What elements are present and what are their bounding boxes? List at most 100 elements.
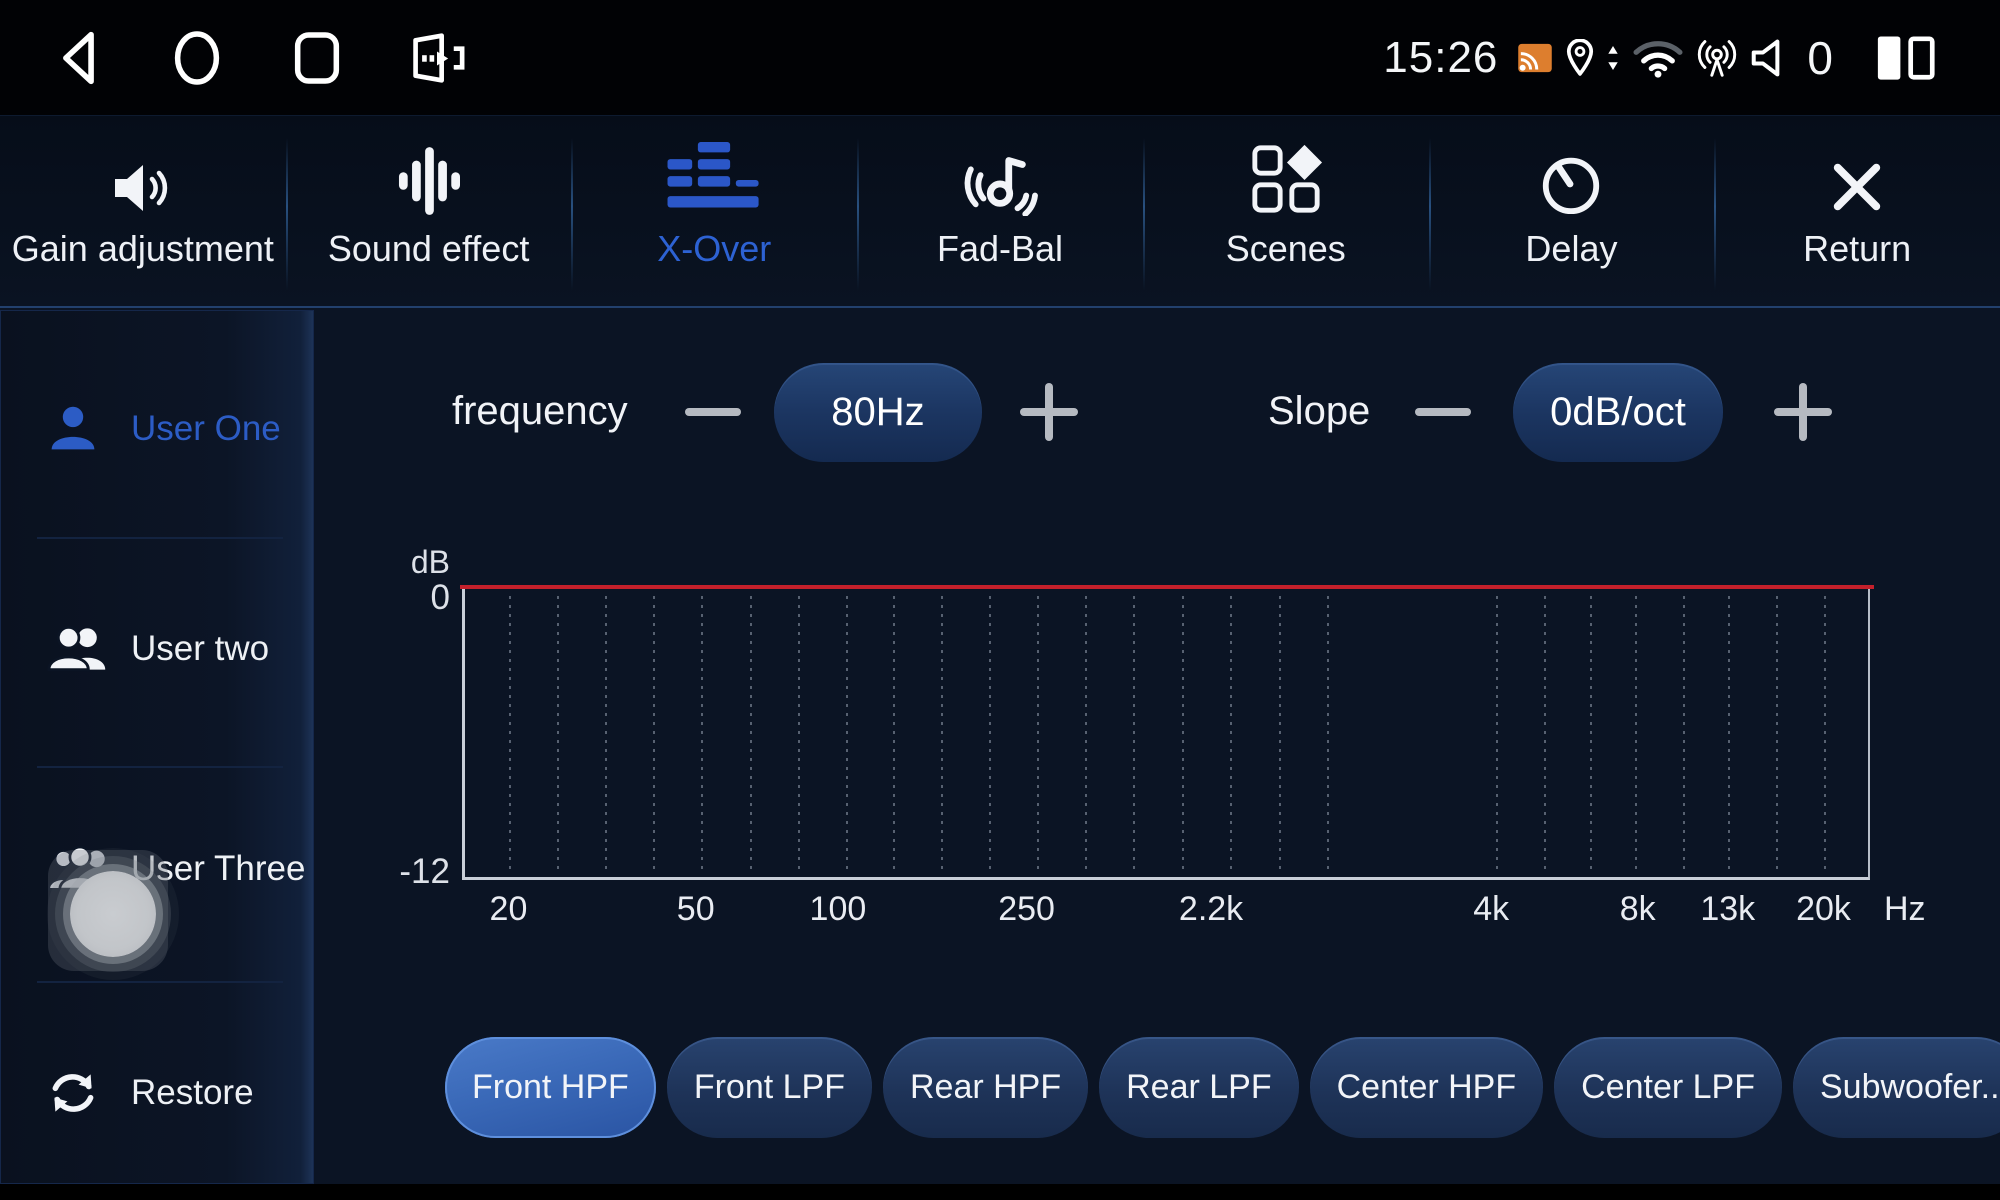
chart-gridline	[509, 596, 512, 872]
sidebar: User One User two User Three Restore	[0, 310, 314, 1184]
frequency-value: 80Hz	[774, 363, 982, 462]
slope-increase-button[interactable]	[1772, 381, 1834, 443]
frequency-label: frequency	[452, 389, 628, 433]
sidebar-divider	[37, 981, 283, 983]
user-single-icon	[47, 404, 99, 454]
chart-gridline	[1635, 596, 1638, 872]
touch-ripple-circle	[70, 871, 156, 957]
fadbal-icon	[961, 142, 1039, 216]
filter-button-row: Front HPF Front LPF Rear HPF Rear LPF Center…	[445, 1037, 2000, 1138]
chart-gridline	[700, 596, 703, 872]
chart-gridline	[1084, 596, 1087, 872]
recents-icon[interactable]	[272, 0, 362, 115]
sidebar-item-label: User Three	[131, 849, 306, 888]
chart-gridline	[1683, 596, 1686, 872]
gain-icon	[111, 142, 175, 216]
volume-level: 0	[1807, 31, 1833, 84]
chart-x-tick-100: 100	[809, 890, 867, 928]
tab-scenes[interactable]: Scenes	[1143, 116, 1429, 306]
slope-decrease-button[interactable]	[1412, 381, 1474, 443]
chart-gridline	[893, 596, 896, 872]
sidebar-item-label: User two	[131, 629, 270, 668]
volume-icon	[1750, 38, 1792, 78]
tab-label: Sound effect	[327, 228, 530, 269]
xover-icon	[661, 142, 767, 216]
tab-fad-bal[interactable]: Fad-Bal	[857, 116, 1143, 306]
tab-divider	[571, 138, 574, 290]
sidebar-item-user-one[interactable]: User One	[1, 384, 313, 474]
chart-x-tick-250: 250	[998, 890, 1055, 928]
filter-button-rear-lpf[interactable]: Rear LPF	[1099, 1037, 1299, 1138]
tab-divider	[285, 138, 288, 290]
tab-bar: Gain adjustment Sound effect X-Over Fad-Bal…	[0, 115, 2000, 308]
tab-label: Return	[1803, 228, 1912, 269]
sidebar-item-user-three[interactable]: User Three	[1, 824, 313, 914]
tab-label: Fad-Bal	[936, 228, 1064, 269]
tab-sound-effect[interactable]: Sound effect	[286, 116, 572, 306]
tab-x-over[interactable]: X-Over	[571, 116, 857, 306]
tab-return[interactable]: Return	[1714, 116, 2000, 306]
back-icon[interactable]	[33, 0, 123, 115]
chart-gridline	[604, 596, 607, 872]
cast-icon	[1517, 43, 1553, 73]
tab-divider	[1142, 138, 1145, 290]
chart-x-tick-20: 20	[489, 890, 528, 928]
sidebar-item-label: Restore	[131, 1073, 254, 1112]
slope-value: 0dB/oct	[1513, 363, 1723, 462]
chart-y-axis-title: dB	[410, 544, 450, 580]
frequency-increase-button[interactable]	[1018, 381, 1080, 443]
tab-label: X-Over	[657, 228, 772, 269]
sidebar-divider	[37, 537, 283, 539]
tab-divider	[1714, 138, 1717, 290]
chart-gridline	[989, 596, 992, 872]
filter-button-front-lpf[interactable]: Front LPF	[666, 1037, 872, 1138]
filter-button-front-hpf[interactable]: Front HPF	[445, 1037, 656, 1138]
exit-app-icon[interactable]	[392, 0, 482, 115]
response-curve-0db	[460, 585, 1874, 589]
crossover-chart-plot	[462, 588, 1870, 880]
user-triple-icon	[47, 845, 113, 893]
scenes-icon	[1249, 142, 1323, 216]
chart-gridline	[652, 596, 655, 872]
sidebar-item-restore[interactable]: Restore	[1, 1048, 313, 1138]
split-screen-icon	[1876, 34, 1936, 82]
filter-button-rear-hpf[interactable]: Rear HPF	[882, 1037, 1089, 1138]
sidebar-item-user-two[interactable]: User two	[1, 604, 313, 694]
chart-gridline	[1279, 596, 1282, 872]
frequency-decrease-button[interactable]	[682, 381, 744, 443]
tab-delay[interactable]: Delay	[1429, 116, 1715, 306]
tab-gain-adjustment[interactable]: Gain adjustment	[0, 116, 286, 306]
chart-gridline	[1496, 596, 1499, 872]
chart-gridline	[1182, 596, 1185, 872]
filter-button-center-lpf[interactable]: Center LPF	[1554, 1037, 1782, 1138]
chart-y-tick-minus12: -12	[399, 852, 450, 891]
chart-x-tick-13k: 13k	[1700, 890, 1756, 928]
sidebar-divider	[37, 766, 283, 768]
slope-label: Slope	[1268, 389, 1371, 433]
location-icon	[1566, 38, 1594, 77]
filter-button-subwoofer[interactable]: Subwoofer..	[1792, 1037, 2000, 1138]
user-double-icon	[47, 624, 109, 674]
chart-x-unit: Hz	[1884, 890, 1926, 928]
chart-gridline	[1327, 596, 1330, 872]
chart-gridline	[1037, 596, 1040, 872]
chart-gridline	[1824, 596, 1827, 872]
chart-gridline	[1229, 596, 1232, 872]
chart-gridline	[1132, 596, 1135, 872]
chart-gridline	[845, 596, 848, 872]
wifi-icon	[1632, 38, 1684, 78]
chart-x-tick-50: 50	[676, 890, 715, 928]
chart-y-tick-0: 0	[430, 578, 450, 617]
bottom-bezel	[0, 1184, 2000, 1200]
delay-icon	[1538, 142, 1604, 216]
home-icon[interactable]	[152, 0, 242, 115]
restore-icon	[47, 1067, 99, 1119]
chart-gridline	[556, 596, 559, 872]
clock: 15:26	[1383, 32, 1499, 82]
tab-label: Scenes	[1225, 228, 1346, 269]
tab-label: Gain adjustment	[11, 228, 274, 269]
chart-gridline	[797, 596, 800, 872]
updown-arrows-icon	[1607, 44, 1619, 72]
filter-button-center-hpf[interactable]: Center HPF	[1309, 1037, 1544, 1138]
tab-label: Delay	[1525, 228, 1618, 269]
